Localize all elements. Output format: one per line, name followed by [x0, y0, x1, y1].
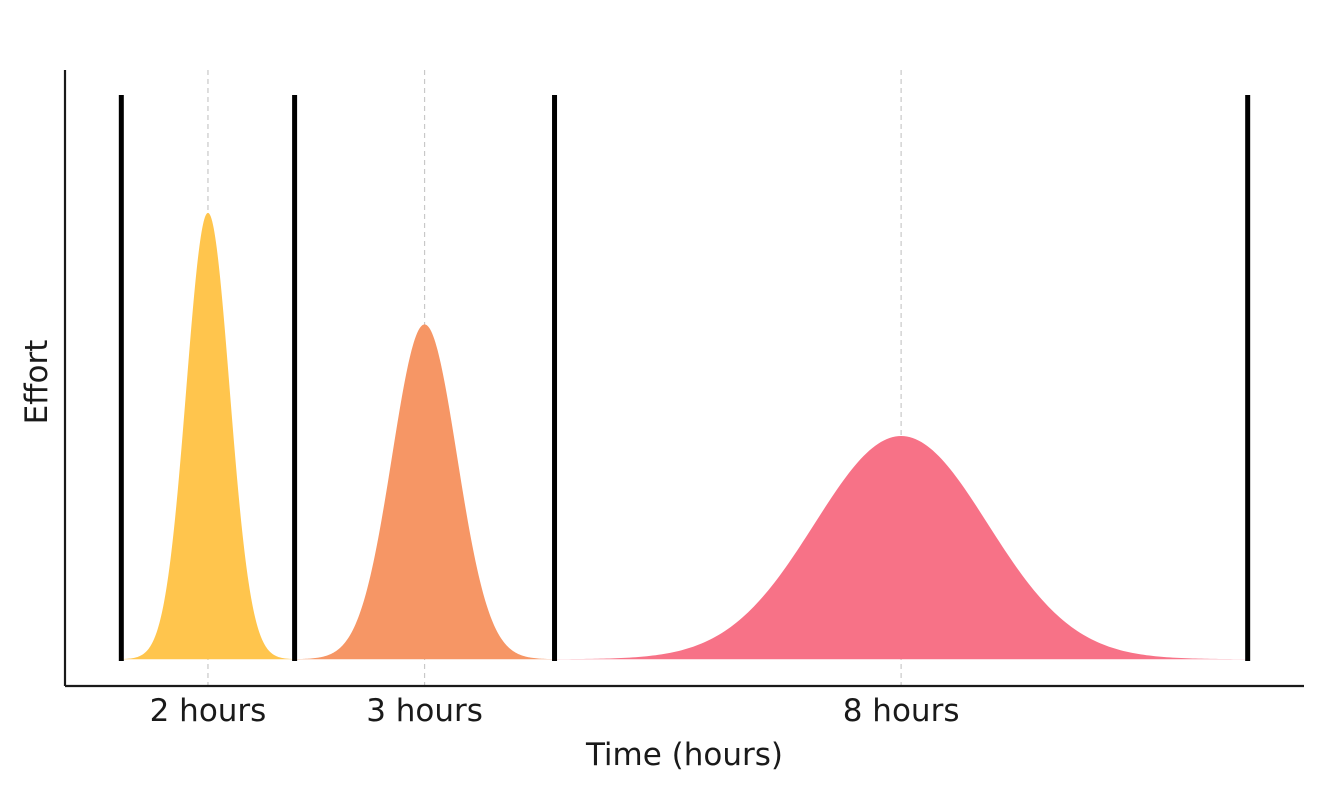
x-tick-label-1: 3 hours	[366, 693, 483, 729]
effort-distributions	[121, 212, 1248, 660]
distribution-area-2	[554, 436, 1248, 660]
boundary-lines	[118, 95, 1251, 661]
distribution-area-1	[294, 324, 555, 660]
distribution-area-0	[121, 212, 295, 660]
x-tick-label-0: 2 hours	[150, 693, 267, 729]
x-tick-label-2: 8 hours	[843, 693, 960, 729]
y-axis-label: Effort	[19, 340, 55, 425]
x-tick-labels: 2 hours 3 hours 8 hours	[150, 693, 960, 729]
axes	[63, 70, 1304, 688]
x-axis-label: Time (hours)	[585, 737, 783, 773]
